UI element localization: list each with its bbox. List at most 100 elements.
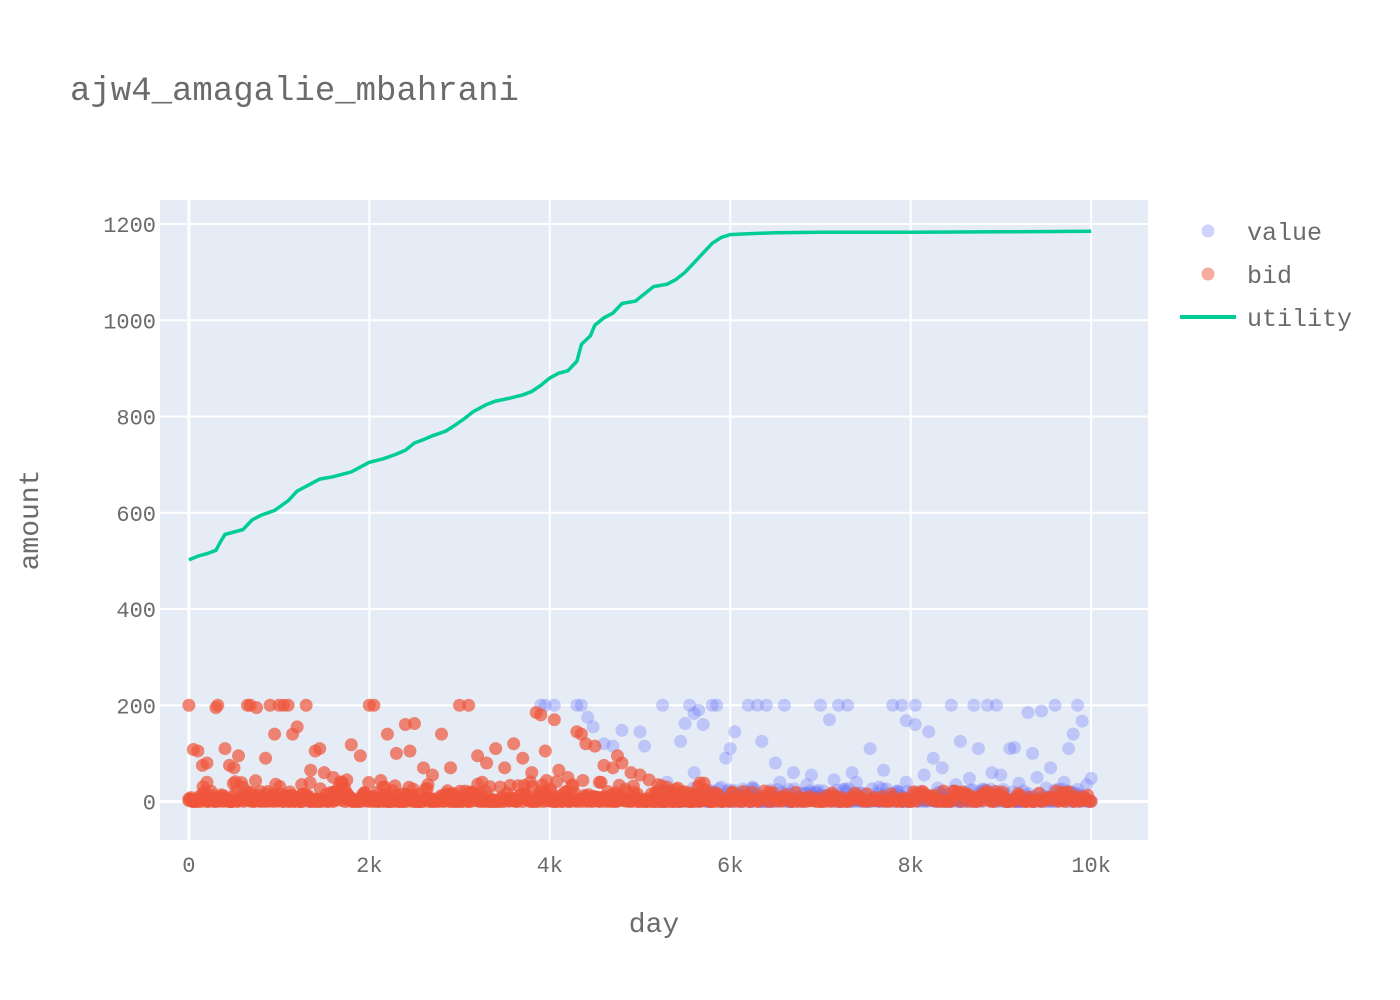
bid-point bbox=[211, 698, 225, 712]
value-point bbox=[687, 766, 701, 780]
legend-label: utility bbox=[1247, 305, 1352, 334]
value-point bbox=[922, 725, 936, 739]
bid-point bbox=[407, 717, 421, 731]
data-marks bbox=[182, 229, 1098, 809]
legend-item-value[interactable]: value bbox=[1201, 219, 1323, 248]
bid-point bbox=[626, 779, 640, 793]
x-tick-label: 10k bbox=[1071, 854, 1111, 879]
value-point bbox=[656, 698, 670, 712]
y-tick-label: 0 bbox=[143, 792, 156, 817]
bid-point bbox=[699, 783, 713, 797]
value-point bbox=[1062, 742, 1076, 756]
bid-point bbox=[231, 749, 245, 763]
x-tick-label: 4k bbox=[537, 854, 563, 879]
bid-point bbox=[534, 708, 548, 722]
bid-point bbox=[507, 737, 521, 751]
value-point bbox=[1084, 771, 1098, 785]
bid-point bbox=[420, 782, 434, 796]
y-axis-ticks: 0 200 400 600 800 1000 1200 bbox=[103, 214, 156, 816]
bid-point bbox=[259, 751, 273, 765]
bid-point bbox=[380, 727, 394, 741]
legend-item-utility[interactable]: utility bbox=[1180, 305, 1352, 334]
bid-point bbox=[281, 698, 295, 712]
bid-point bbox=[268, 727, 282, 741]
value-point bbox=[696, 718, 710, 732]
bid-point bbox=[516, 751, 530, 765]
value-point bbox=[935, 761, 949, 775]
value-point bbox=[985, 766, 999, 780]
value-point bbox=[877, 763, 891, 777]
bid-point bbox=[483, 780, 497, 794]
value-point bbox=[1035, 704, 1049, 718]
bid-point bbox=[538, 744, 552, 758]
bid-point bbox=[263, 698, 277, 712]
value-point bbox=[1030, 770, 1044, 784]
value-point bbox=[574, 698, 588, 712]
value-point bbox=[710, 698, 724, 712]
x-axis-ticks: 0 2k 4k 6k 8k 10k bbox=[182, 854, 1111, 879]
bid-point bbox=[576, 773, 590, 787]
value-point bbox=[705, 698, 719, 712]
value-point bbox=[1071, 698, 1085, 712]
value-point bbox=[586, 720, 600, 734]
bid-point bbox=[273, 780, 287, 794]
bid-point bbox=[655, 779, 669, 793]
legend-label: value bbox=[1247, 219, 1322, 248]
bid-point bbox=[299, 698, 313, 712]
value-point bbox=[755, 734, 769, 748]
value-point bbox=[1075, 714, 1089, 728]
value-point bbox=[1080, 778, 1094, 792]
value-point bbox=[813, 698, 827, 712]
y-axis-label: amount bbox=[16, 470, 47, 571]
y-tick-label: 1000 bbox=[103, 310, 156, 335]
value-point bbox=[899, 775, 913, 789]
value-point bbox=[908, 698, 922, 712]
value-point bbox=[759, 698, 773, 712]
value-point bbox=[971, 742, 985, 756]
bid-point bbox=[471, 749, 485, 763]
legend-item-bid[interactable]: bid bbox=[1201, 262, 1293, 291]
y-tick-label: 600 bbox=[116, 503, 156, 528]
bid-point bbox=[313, 782, 327, 796]
value-point bbox=[674, 734, 688, 748]
bid-point bbox=[367, 698, 381, 712]
bid-point bbox=[705, 794, 719, 808]
bid-point bbox=[671, 781, 685, 795]
bid-point bbox=[453, 698, 467, 712]
value-point bbox=[547, 698, 561, 712]
y-tick-label: 1200 bbox=[103, 214, 156, 239]
bid-point bbox=[304, 763, 318, 777]
y-tick-label: 800 bbox=[116, 407, 156, 432]
value-point bbox=[1021, 705, 1035, 719]
value-point bbox=[967, 698, 981, 712]
value-point bbox=[804, 768, 818, 782]
bid-point bbox=[218, 742, 232, 756]
value-point bbox=[899, 714, 913, 728]
bid-point bbox=[234, 776, 248, 790]
value-point bbox=[768, 756, 782, 770]
value-point bbox=[581, 710, 595, 724]
x-axis-label: day bbox=[629, 910, 679, 941]
bid-point bbox=[435, 727, 449, 741]
value-point bbox=[800, 778, 814, 792]
legend[interactable]: value bid utility bbox=[1180, 219, 1352, 334]
legend-label: bid bbox=[1247, 262, 1292, 291]
bid-point bbox=[480, 756, 494, 770]
x-tick-label: 0 bbox=[182, 854, 195, 879]
bid-point bbox=[403, 744, 417, 758]
value-point bbox=[777, 698, 791, 712]
value-point bbox=[1007, 741, 1021, 755]
y-tick-label: 200 bbox=[116, 695, 156, 720]
bid-point bbox=[344, 738, 358, 752]
value-point bbox=[728, 725, 742, 739]
bid-point bbox=[388, 779, 402, 793]
bid-point bbox=[353, 749, 367, 763]
value-point bbox=[615, 723, 629, 737]
value-point bbox=[723, 742, 737, 756]
x-tick-label: 6k bbox=[717, 854, 743, 879]
bid-point bbox=[498, 761, 512, 775]
bid-point bbox=[389, 746, 403, 760]
bid-point bbox=[406, 782, 420, 796]
value-point bbox=[692, 703, 706, 717]
